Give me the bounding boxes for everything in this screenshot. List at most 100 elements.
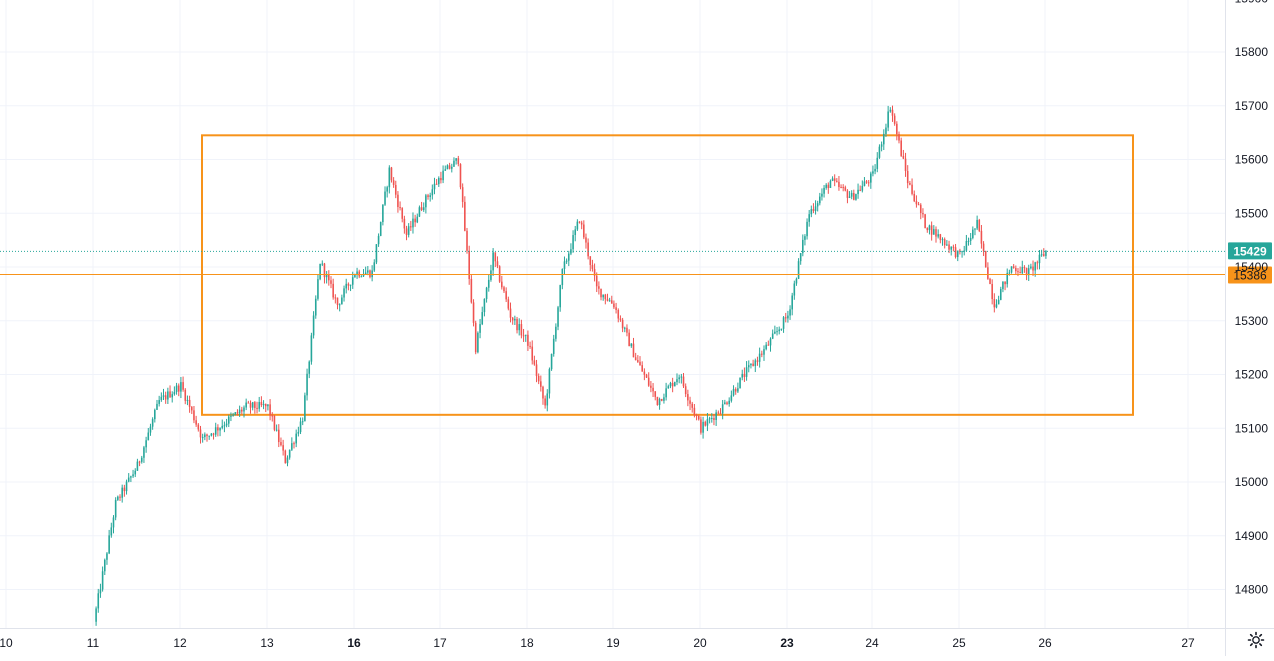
candle-body [522,335,525,337]
candle-body [623,327,626,329]
candle-body [922,213,924,215]
candle-body [816,203,819,207]
candle-body [351,277,354,285]
candle-body [602,294,604,298]
candle-body [898,134,900,141]
candle-body [227,416,230,424]
candle-body [836,180,838,182]
candle-body [373,262,376,271]
candle-body [697,416,700,420]
grid-lines [0,0,1225,628]
candle-body [388,167,391,188]
y-tick-label: 14900 [1235,529,1269,543]
candle-body [1038,254,1041,264]
candle-body [715,412,717,420]
candle-body [565,260,568,262]
candle-body [950,246,953,250]
candle-body [810,209,813,215]
candle-body [175,385,178,392]
candle-body [422,207,425,210]
candle-body [336,297,339,305]
candle-body [529,345,531,347]
candle-body [343,288,345,298]
candle-body [182,382,184,390]
candle-body [130,476,132,478]
candle-body [980,230,983,244]
candle-body [774,331,776,334]
candle-body [474,322,477,353]
horizontal-lines[interactable]: 15429 15386 [0,242,1272,284]
candle-body [846,190,849,198]
candles [95,105,1047,626]
candle-body [933,229,935,235]
candle-body [397,194,399,208]
candle-body [158,400,160,404]
candle-body [812,209,815,211]
y-tick-label: 14800 [1235,583,1269,597]
candle-body [956,250,959,258]
range-rectangle[interactable] [201,134,1134,416]
candle-body [552,338,555,354]
candle-body [600,288,602,298]
candle-body [904,158,907,171]
candle-body [188,399,191,407]
candle-body [312,315,315,336]
candle-body [721,404,724,414]
candle-body [371,270,373,278]
candle-body [778,329,781,332]
x-tick-label: 23 [780,636,794,650]
candle-body [989,278,991,285]
x-tick-label: 19 [606,636,620,650]
candle-body [548,369,551,394]
candle-body [358,271,361,277]
candle-body [769,338,772,346]
candle-body [214,427,217,435]
candle-body [442,170,444,181]
candle-body [437,178,440,185]
candle-body [379,222,382,236]
candle-body [498,266,501,282]
candle-body [795,278,798,284]
candle-body [737,388,739,392]
candle-body [511,317,514,321]
candle-body [915,201,918,205]
candle-body [219,427,221,431]
candle-body [403,218,406,229]
candle-body [295,433,297,444]
settings-gear-icon[interactable] [1246,630,1266,650]
candle-body [323,263,326,278]
range-box[interactable] [201,134,1134,416]
candle-body [444,169,447,171]
candle-body [490,270,492,280]
candle-body [299,421,302,432]
candle-body [256,407,258,409]
candle-body [507,299,510,309]
candle-body [842,187,844,189]
candle-body [747,365,750,368]
candle-body [412,218,414,228]
candle-body [585,237,587,243]
candle-body [987,267,989,279]
candle-body [245,402,247,408]
candle-body [349,284,352,286]
candle-body [684,386,687,395]
candle-body [1012,266,1015,268]
candle-body [621,319,624,329]
candle-body [505,291,507,300]
last-price-label-bg [1228,242,1272,260]
candle-body [1042,254,1045,256]
candle-body [587,242,589,257]
candle-body [533,360,536,365]
candle-body [982,243,985,252]
candle-body [782,317,785,329]
candle-body [948,244,950,250]
candle-body [455,158,457,161]
candle-body [557,307,559,327]
candle-body [559,285,561,308]
x-tick-label: 12 [173,636,187,650]
candle-body [799,253,802,262]
candle-body [632,343,635,358]
candle-body [481,312,484,325]
